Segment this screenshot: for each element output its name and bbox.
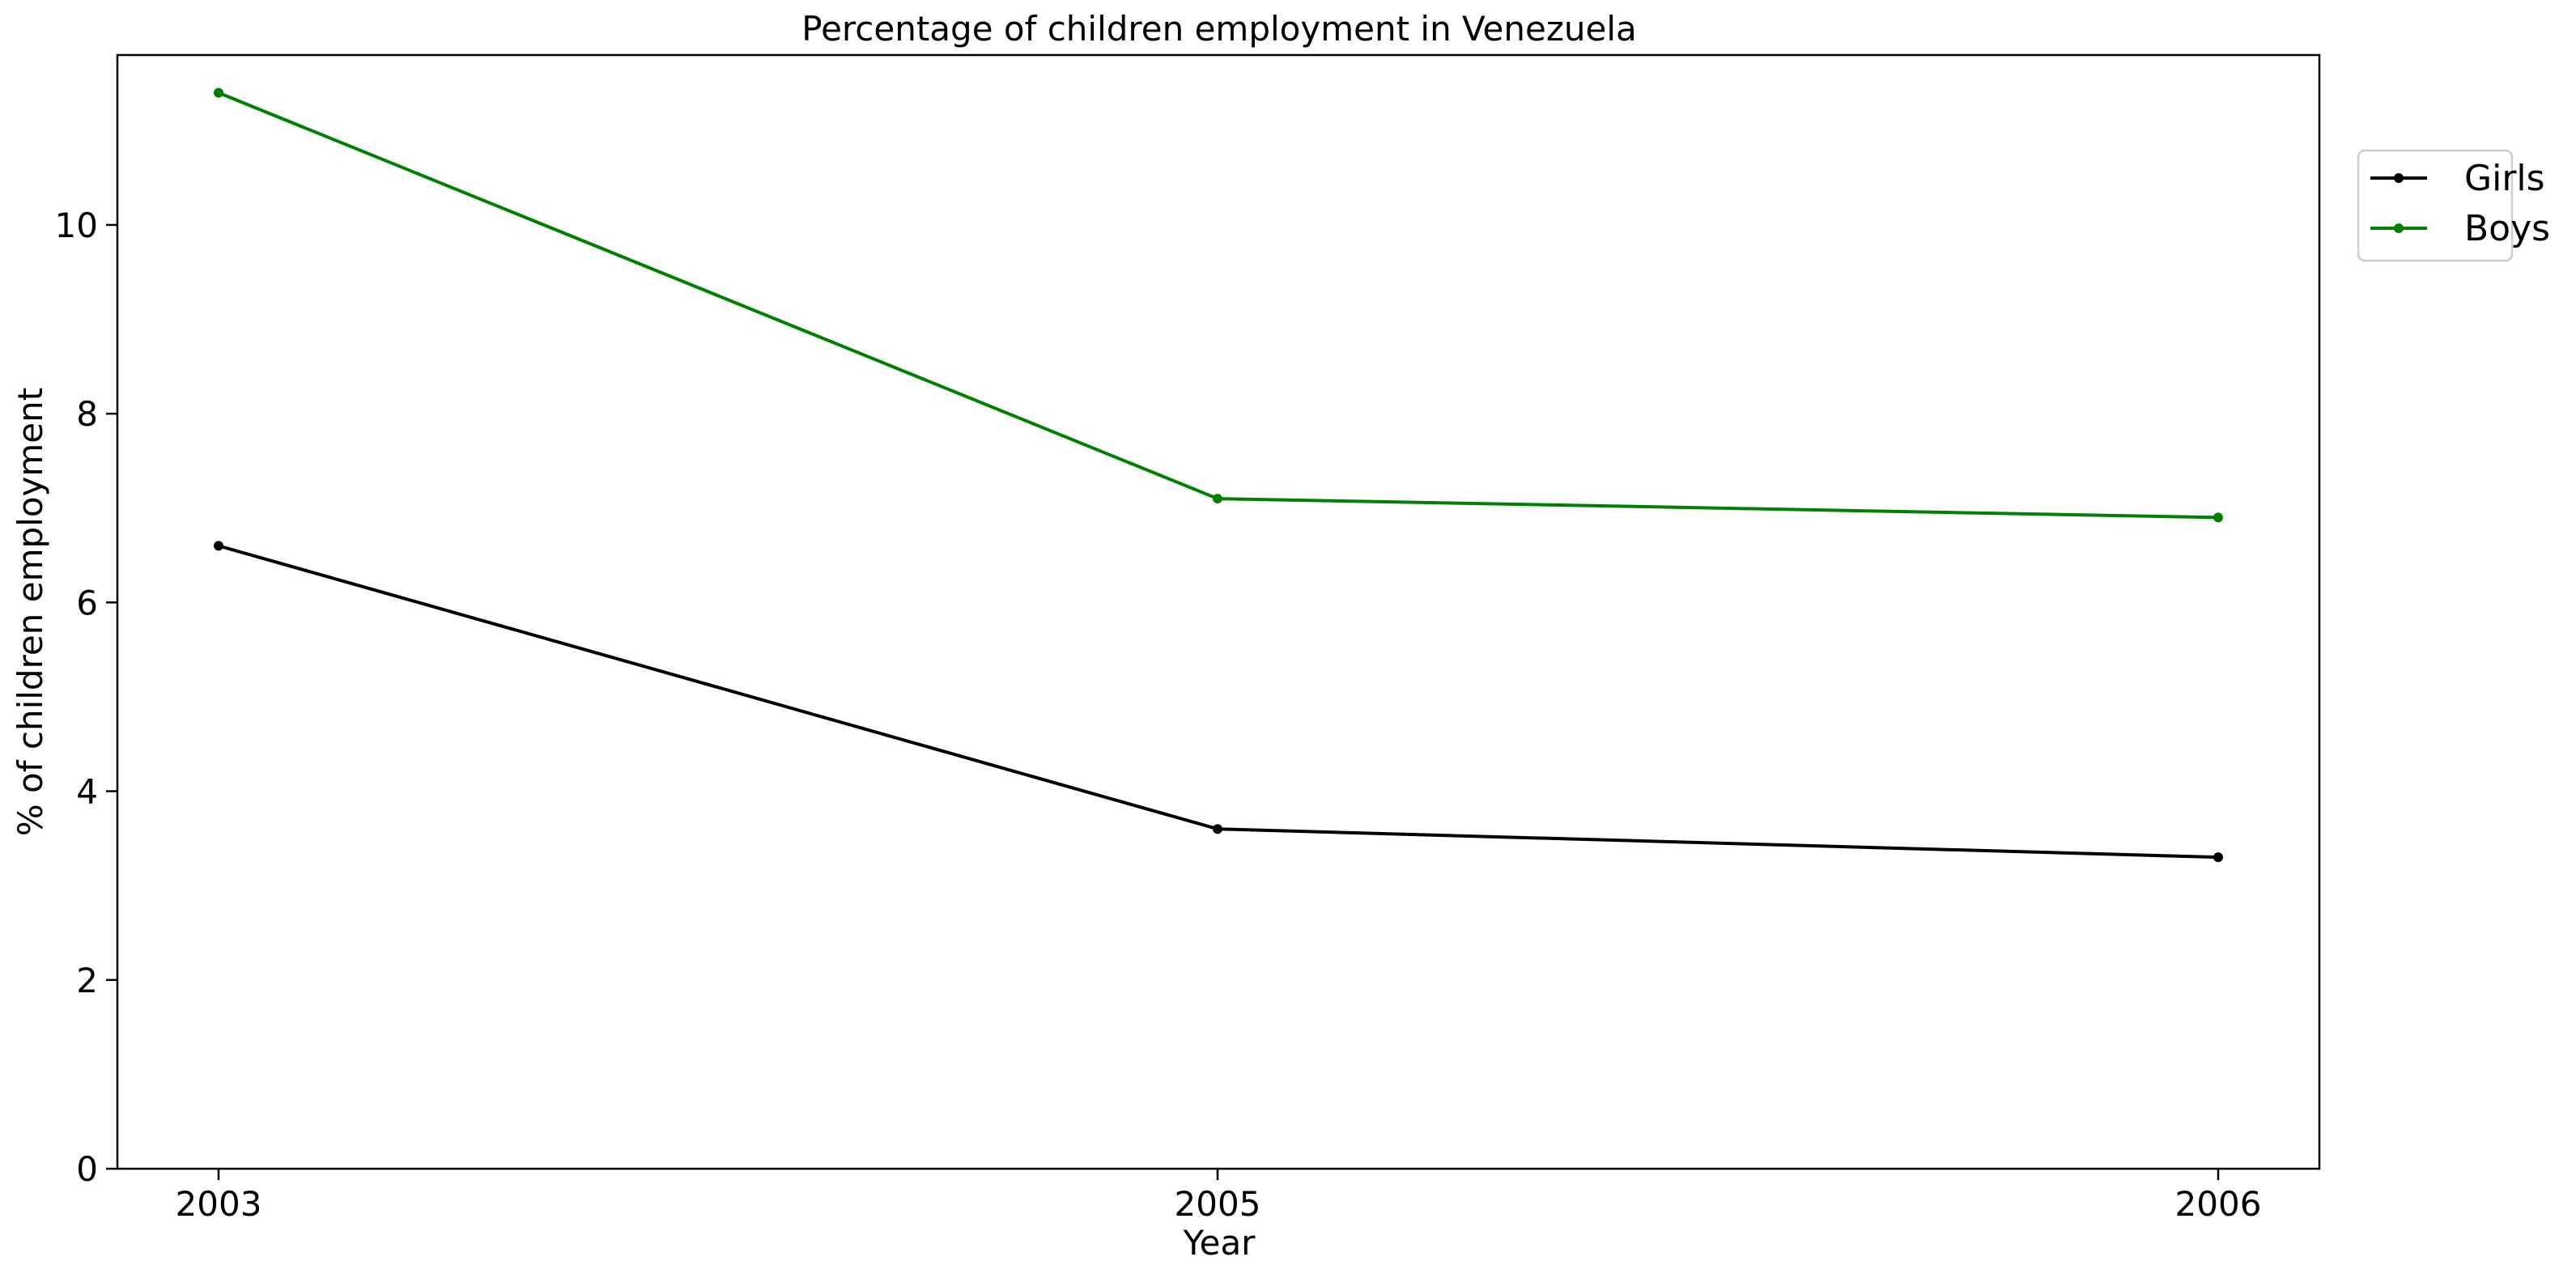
- legend-marker: [2394, 223, 2404, 233]
- series-lines: [214, 87, 2223, 863]
- y-tick-label: 6: [76, 583, 98, 622]
- x-tick-label: 2005: [1175, 1184, 1261, 1224]
- legend-marker: [2394, 173, 2404, 183]
- legend-label: Girls: [2464, 158, 2545, 199]
- y-tick-label: 4: [76, 772, 98, 812]
- series-boys: [214, 87, 2223, 523]
- data-point: [2213, 852, 2223, 863]
- y-tick-label: 2: [76, 961, 98, 1000]
- y-tick-label: 8: [76, 394, 98, 434]
- legend: Girls Boys: [2357, 149, 2550, 262]
- x-axis-ticks: 2003 2005 2006: [176, 1169, 2262, 1224]
- y-axis-ticks: 0 2 4 6 8 10: [55, 206, 117, 1189]
- x-tick-label: 2006: [2175, 1184, 2262, 1224]
- legend-item: Girls: [2370, 158, 2545, 199]
- plot-area: [116, 53, 2321, 1170]
- x-tick-label: 2003: [176, 1184, 262, 1224]
- y-tick-label: 0: [76, 1149, 98, 1189]
- data-point: [1213, 494, 1222, 504]
- data-point: [2213, 512, 2223, 523]
- y-tick-label: 10: [55, 206, 98, 245]
- legend-item: Boys: [2370, 208, 2550, 249]
- data-point: [214, 87, 223, 98]
- legend-label: Boys: [2464, 208, 2550, 249]
- data-point: [214, 541, 223, 551]
- series-girls: [214, 541, 2223, 863]
- data-point: [1213, 824, 1222, 834]
- y-axis-label: % of children employment: [11, 388, 50, 836]
- chart-title: Percentage of children employment in Ven…: [801, 9, 1636, 49]
- x-axis-label: Year: [1183, 1223, 1256, 1263]
